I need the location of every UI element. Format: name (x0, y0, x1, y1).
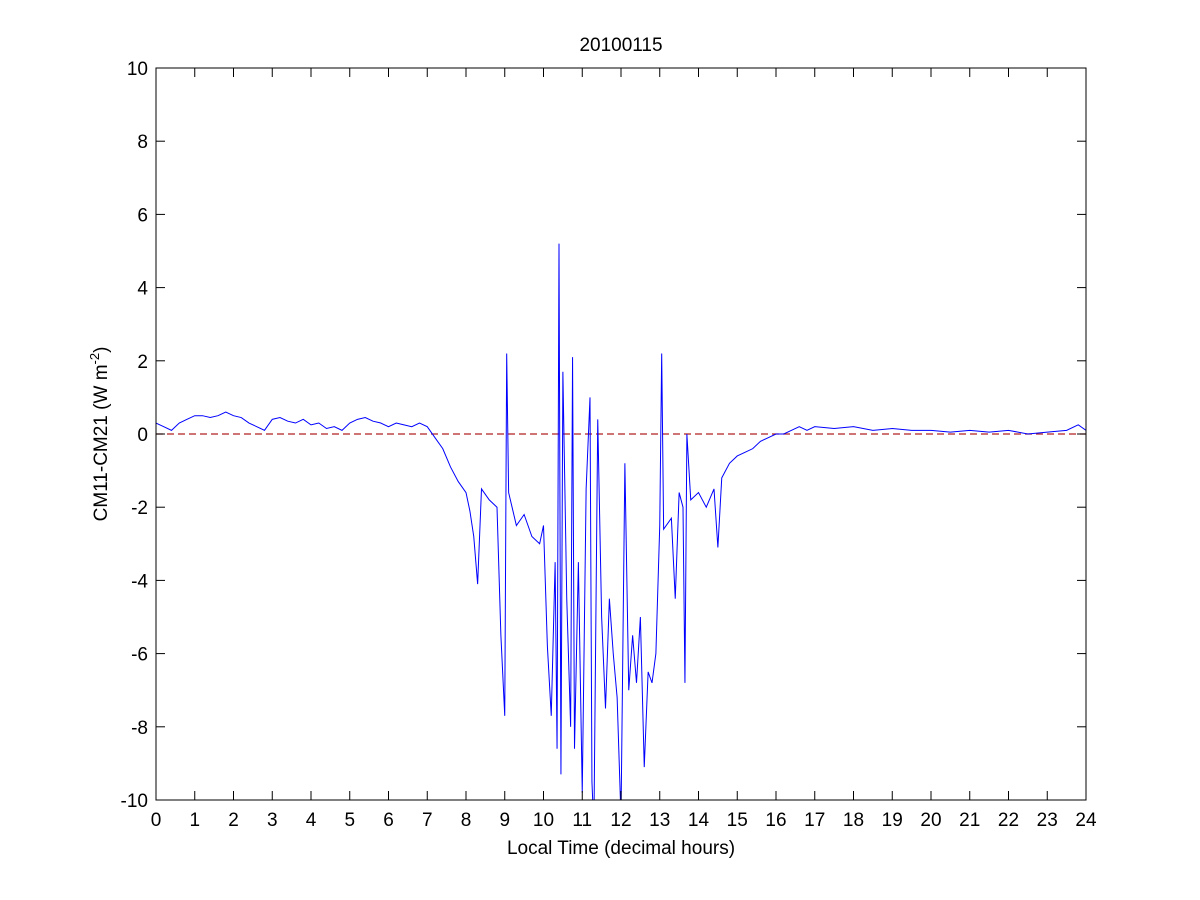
x-axis-label: Local Time (decimal hours) (507, 838, 735, 859)
y-tick-label: 2 (137, 352, 148, 373)
x-tick-label: 0 (151, 810, 162, 831)
y-label-end: ) (91, 347, 112, 353)
x-tick-label: 1 (189, 810, 200, 831)
x-tick-label: 15 (727, 810, 748, 831)
chart-title: 20100115 (579, 35, 662, 56)
x-tick-label: 12 (610, 810, 631, 831)
x-tick-label: 23 (1037, 810, 1058, 831)
y-label-main: CM11-CM21 (W m (91, 364, 112, 521)
x-tick-label: 3 (267, 810, 278, 831)
x-tick-label: 24 (1075, 810, 1097, 831)
x-tick-label: 22 (998, 810, 1019, 831)
x-tick-label: 6 (383, 810, 394, 831)
x-tick-label: 7 (422, 810, 433, 831)
x-tick-label: 21 (959, 810, 980, 831)
y-tick-label: -4 (131, 571, 148, 592)
x-tick-label: 13 (649, 810, 670, 831)
y-tick-label: 4 (137, 279, 148, 300)
x-tick-label: 18 (843, 810, 864, 831)
y-tick-label: 6 (137, 205, 148, 226)
y-tick-label: -8 (131, 718, 148, 739)
x-tick-label: 10 (533, 810, 554, 831)
x-tick-label: 2 (228, 810, 239, 831)
x-tick-label: 5 (344, 810, 355, 831)
x-tick-label: 19 (882, 810, 903, 831)
x-tick-label: 14 (688, 810, 710, 831)
plot-area (156, 243, 1086, 800)
y-tick-label: -6 (131, 645, 148, 666)
x-tick-label: 8 (461, 810, 472, 831)
x-tick-label: 20 (920, 810, 941, 831)
x-tick-label: 11 (572, 810, 592, 831)
y-axis-label: CM11-CM21 (W m-2) (87, 347, 112, 522)
x-tick-label: 9 (499, 810, 510, 831)
y-tick-label: -2 (131, 498, 148, 519)
y-label-superscript: -2 (87, 353, 102, 365)
x-tick-label: 4 (306, 810, 317, 831)
x-tick-label: 17 (804, 810, 825, 831)
y-tick-label: -10 (121, 791, 148, 812)
y-tick-label: 8 (137, 132, 148, 153)
y-tick-label: 10 (127, 59, 148, 80)
data-line (156, 243, 1086, 800)
y-tick-label: 0 (137, 425, 148, 446)
x-tick-label: 16 (765, 810, 786, 831)
